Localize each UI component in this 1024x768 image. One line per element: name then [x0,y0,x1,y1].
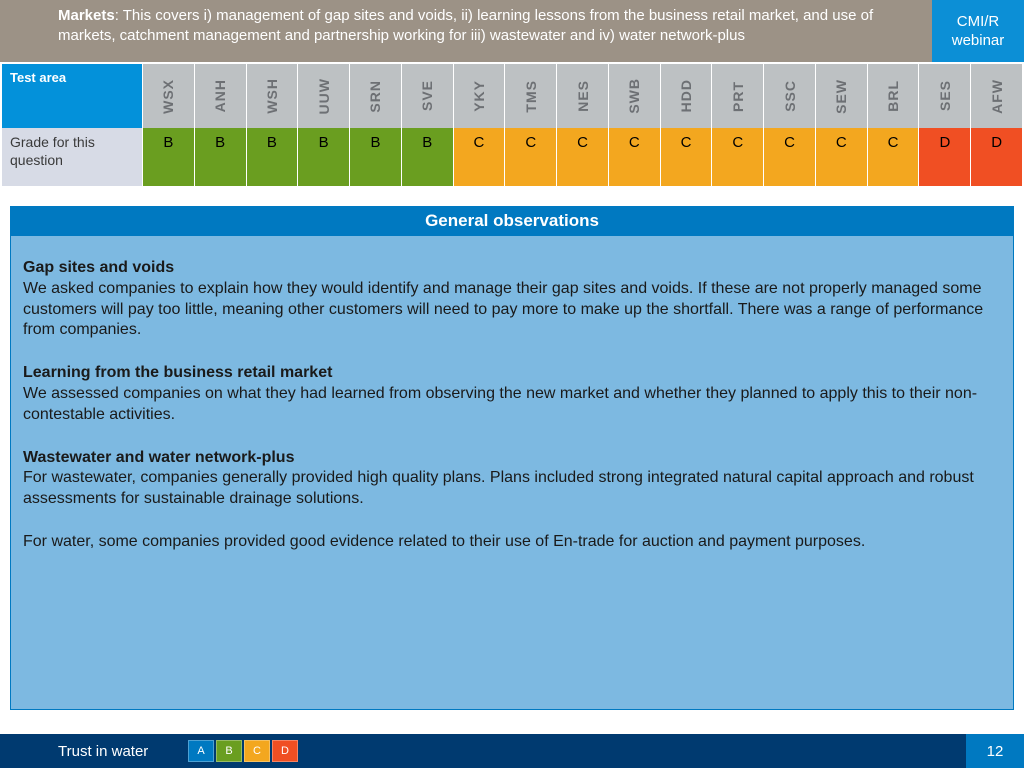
company-column: WSH B [247,64,298,186]
company-column: PRT C [712,64,763,186]
observation-heading: Gap sites and voids [23,259,174,276]
company-column: SWB C [609,64,660,186]
company-code: NES [575,80,591,112]
company-header: YKY [454,64,505,128]
grade-cell: B [402,128,453,186]
legend-box-a: A [188,740,214,762]
company-header: HDD [661,64,712,128]
company-header: SEW [816,64,867,128]
grade-cell: B [143,128,194,186]
company-code: YKY [471,80,487,112]
footer-label: Trust in water [0,743,188,760]
observation-paragraph: Gap sites and voids We asked companies to… [23,258,1001,341]
grade-cell: B [298,128,349,186]
company-header: TMS [505,64,556,128]
company-code: SES [937,80,953,111]
grade-cell: B [350,128,401,186]
company-column: SEW C [816,64,867,186]
company-code: UUW [316,78,332,114]
company-columns: WSX B ANH B WSH B UUW B SRN B SVE B YKY C TMS C NES C SWB C… [142,64,1022,186]
grade-cell: C [609,128,660,186]
grade-cell: C [764,128,815,186]
company-code: SWB [626,78,642,114]
footer-bar: Trust in water ABCD 12 [0,734,1024,768]
row-label-column: Test area Grade for this question [2,64,142,186]
company-column: HDD C [661,64,712,186]
company-header: AFW [971,64,1022,128]
page-header: Markets: This covers i) management of ga… [0,0,1024,62]
company-header: NES [557,64,608,128]
company-code: WSH [264,78,280,114]
observation-heading: Wastewater and water network-plus [23,449,294,466]
company-code: WSX [160,79,176,114]
company-column: BRL C [868,64,919,186]
header-description: Markets: This covers i) management of ga… [0,0,932,62]
company-column: TMS C [505,64,556,186]
company-code: ANH [212,79,228,112]
grade-cell: B [195,128,246,186]
company-header: ANH [195,64,246,128]
header-title-rest: : This covers i) management of gap sites… [58,7,873,44]
company-column: SRN B [350,64,401,186]
grade-cell: B [247,128,298,186]
grade-legend: ABCD [188,740,298,762]
grade-cell: C [454,128,505,186]
header-title-bold: Markets [58,7,115,24]
test-area-header: Test area [2,64,142,128]
row-label: Grade for this question [2,128,142,186]
company-column: SSC C [764,64,815,186]
company-code: HDD [678,79,694,112]
company-header: SES [919,64,970,128]
observation-heading: Learning from the business retail market [23,364,332,381]
company-column: SVE B [402,64,453,186]
company-header: WSH [247,64,298,128]
grade-cell: C [868,128,919,186]
company-code: AFW [989,79,1005,114]
observations-body: Gap sites and voids We asked companies to… [10,236,1014,710]
company-code: SSC [782,80,798,112]
company-header: PRT [712,64,763,128]
grade-cell: C [505,128,556,186]
company-column: ANH B [195,64,246,186]
grade-cell: D [971,128,1022,186]
observation-text: We assessed companies on what they had l… [23,385,977,423]
grade-table: Test area Grade for this question WSXBAN… [0,62,1024,186]
company-header: UUW [298,64,349,128]
company-code: PRT [730,81,746,112]
observation-paragraph: For water, some companies provided good … [23,532,1001,553]
company-column: UUW B [298,64,349,186]
page-number: 12 [966,734,1024,768]
company-header: SWB [609,64,660,128]
legend-box-c: C [244,740,270,762]
company-column: SES D [919,64,970,186]
company-header: BRL [868,64,919,128]
observation-paragraph: Learning from the business retail market… [23,363,1001,425]
observation-text: For water, some companies provided good … [23,533,865,550]
company-header: SVE [402,64,453,128]
grade-cell: C [816,128,867,186]
grade-cell: C [661,128,712,186]
company-column: YKY C [454,64,505,186]
observation-paragraph: Wastewater and water network-plus For was… [23,448,1001,510]
company-code: SVE [419,80,435,111]
company-header: SRN [350,64,401,128]
grade-cell: D [919,128,970,186]
company-header: WSX [143,64,194,128]
observation-text: For wastewater, companies generally prov… [23,469,974,507]
company-code: BRL [885,80,901,112]
company-code: SEW [833,79,849,114]
company-column: NES C [557,64,608,186]
legend-box-d: D [272,740,298,762]
company-column: WSX B [143,64,194,186]
company-code: TMS [523,80,539,113]
section-title: General observations [10,206,1014,236]
observation-text: We asked companies to explain how they w… [23,280,983,339]
legend-box-b: B [216,740,242,762]
company-code: SRN [367,80,383,113]
company-header: SSC [764,64,815,128]
grade-cell: C [712,128,763,186]
header-badge: CMI/R webinar [932,0,1024,62]
grade-cell: C [557,128,608,186]
company-column: AFW D [971,64,1022,186]
